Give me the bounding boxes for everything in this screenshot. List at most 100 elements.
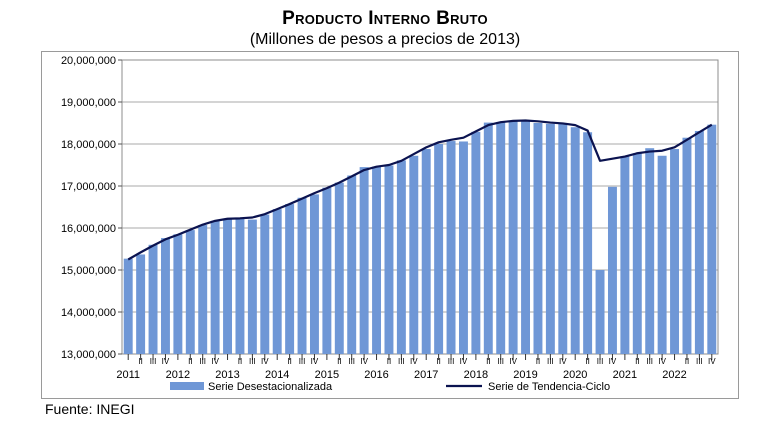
quarter-label: IV: [211, 357, 219, 366]
bar: [607, 186, 617, 354]
year-label: 2012: [166, 369, 190, 381]
bar: [285, 204, 295, 354]
quarter-label: IV: [162, 357, 170, 366]
bar: [359, 167, 369, 354]
bar: [645, 148, 655, 354]
quarter-label: III: [348, 357, 355, 366]
legend-swatch-bars: [170, 382, 204, 390]
bar: [347, 175, 357, 354]
quarter-label: IV: [658, 357, 666, 366]
bar: [123, 258, 133, 354]
bar: [148, 244, 158, 354]
quarter-label: II: [585, 357, 589, 366]
bar: [235, 218, 245, 354]
quarter-label: II: [238, 357, 242, 366]
year-label: 2017: [414, 369, 438, 381]
bar: [545, 123, 555, 354]
quarter-label: III: [696, 357, 703, 366]
bar: [707, 124, 717, 355]
quarter-label: IV: [311, 357, 319, 366]
year-label: 2011: [116, 369, 140, 381]
year-label: 2015: [315, 369, 339, 381]
bar: [297, 197, 307, 354]
bar: [496, 122, 506, 354]
bar: [595, 270, 605, 354]
quarter-label: IV: [460, 357, 468, 366]
quarter-label: II: [486, 357, 490, 366]
y-tick-label: 17,000,000: [61, 181, 116, 193]
bar: [384, 165, 394, 354]
quarter-label: II: [685, 357, 689, 366]
quarter-label: III: [398, 357, 405, 366]
year-label: 2020: [563, 369, 587, 381]
legend-label-bars: Serie Desestacionalizada: [208, 381, 333, 393]
chart-subtitle: (Millones de pesos a precios de 2013): [249, 31, 521, 48]
bar: [334, 182, 344, 354]
quarter-label: III: [497, 357, 504, 366]
bar: [570, 127, 580, 354]
legend-label-line: Serie de Tendencia-Ciclo: [488, 381, 610, 393]
y-tick-label: 16,000,000: [61, 223, 116, 235]
year-label: 2014: [265, 369, 289, 381]
bar: [558, 123, 568, 354]
quarter-label: III: [597, 357, 604, 366]
bar: [632, 153, 642, 354]
bar: [198, 225, 208, 354]
bar: [620, 156, 630, 354]
quarter-label: III: [249, 357, 256, 366]
quarter-label: IV: [360, 357, 368, 366]
year-label: 2021: [613, 369, 637, 381]
bar: [533, 123, 543, 354]
quarter-label: II: [635, 357, 639, 366]
bar: [210, 220, 220, 354]
quarter-label: III: [299, 357, 306, 366]
quarter-label: III: [448, 357, 455, 366]
quarter-label: II: [138, 357, 142, 366]
quarter-label: III: [547, 357, 554, 366]
chart-title: Producto Interno Bruto: [282, 8, 488, 29]
y-tick-label: 18,000,000: [61, 139, 116, 151]
bar: [694, 130, 704, 354]
chart-frame: [41, 51, 739, 399]
year-label: 2022: [662, 369, 686, 381]
y-tick-label: 19,000,000: [61, 97, 116, 109]
bar: [521, 120, 531, 354]
bar: [185, 230, 195, 354]
year-label: 2019: [513, 369, 537, 381]
quarter-label: IV: [261, 357, 269, 366]
bar: [136, 254, 146, 354]
bar: [657, 155, 667, 354]
bar: [471, 131, 481, 354]
bar: [421, 149, 431, 354]
y-tick-label: 20,000,000: [61, 55, 116, 67]
bar: [173, 234, 183, 354]
bar: [446, 141, 456, 354]
quarter-label: II: [337, 357, 341, 366]
bar: [260, 214, 270, 354]
bar: [272, 209, 282, 354]
bar: [483, 122, 493, 354]
quarter-label: IV: [559, 357, 567, 366]
year-label: 2018: [464, 369, 488, 381]
quarter-label: IV: [609, 357, 617, 366]
quarter-label: III: [150, 357, 157, 366]
bar: [409, 155, 419, 354]
year-label: 2016: [364, 369, 388, 381]
quarter-label: III: [646, 357, 653, 366]
bar: [670, 149, 680, 354]
quarter-label: IV: [509, 357, 517, 366]
quarter-label: II: [536, 357, 540, 366]
y-tick-label: 14,000,000: [61, 307, 116, 319]
plot-area: [121, 59, 719, 355]
quarter-label: IV: [708, 357, 716, 366]
bar: [682, 137, 692, 354]
quarter-label: II: [387, 357, 391, 366]
bar: [372, 166, 382, 354]
trend-line: [127, 119, 713, 261]
bar: [223, 218, 233, 354]
y-tick-label: 15,000,000: [61, 265, 116, 277]
bar: [160, 238, 170, 354]
quarter-label: II: [188, 357, 192, 366]
bar: [396, 160, 406, 354]
quarter-label: II: [436, 357, 440, 366]
